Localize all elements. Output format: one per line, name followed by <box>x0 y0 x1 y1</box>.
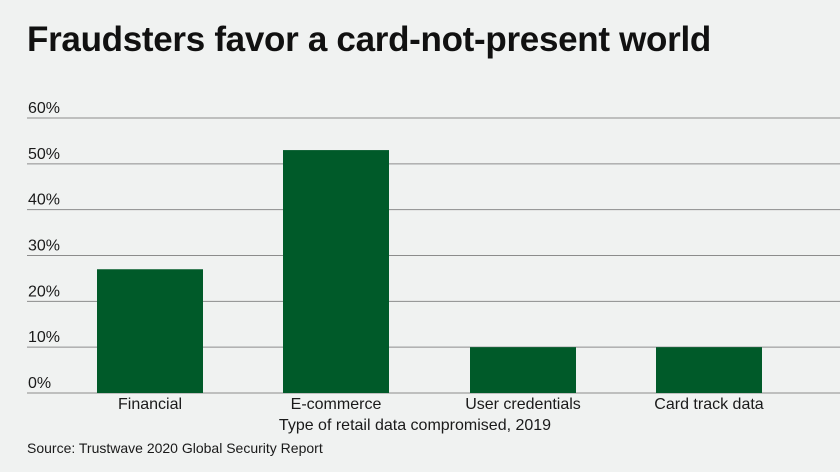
y-axis-tick-labels: 0% 10% 20% 30% 40% 50% 60% <box>28 100 60 392</box>
y-tick-label: 30% <box>28 238 60 255</box>
source-note: Source: Trustwave 2020 Global Security R… <box>27 440 323 456</box>
y-tick-label: 20% <box>28 283 60 300</box>
y-tick-label: 60% <box>28 100 60 117</box>
chart-title: Fraudsters favor a card-not-present worl… <box>27 20 711 59</box>
x-axis-label: Type of retail data compromised, 2019 <box>279 417 551 434</box>
y-tick-label: 10% <box>28 329 60 346</box>
y-tick-label: 40% <box>28 192 60 209</box>
x-tick-label: User credentials <box>465 396 581 413</box>
x-axis-tick-labels: Financial E-commerce User credentials Card … <box>118 396 764 413</box>
bars <box>97 150 762 393</box>
x-tick-label: Financial <box>118 396 182 413</box>
y-tick-label: 50% <box>28 146 60 163</box>
x-tick-label: E-commerce <box>291 396 382 413</box>
bar-financial <box>97 269 203 393</box>
bar-user-credentials <box>470 347 576 393</box>
bar-card-track-data <box>656 347 762 393</box>
y-tick-label: 0% <box>28 375 51 392</box>
x-tick-label: Card track data <box>654 396 763 413</box>
bar-e-commerce <box>283 150 389 393</box>
